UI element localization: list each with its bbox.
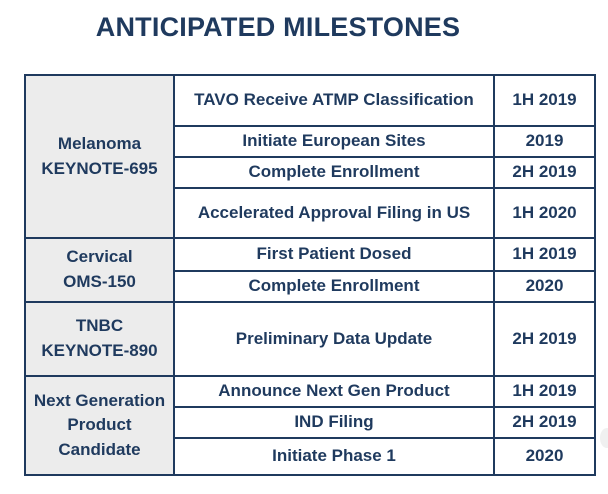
milestone-event: Preliminary Data Update bbox=[173, 301, 495, 377]
edge-decoration bbox=[600, 428, 608, 448]
milestone-date: 1H 2020 bbox=[493, 187, 596, 239]
table-row: Cervical OMS-150 First Patient Dosed 1H … bbox=[24, 237, 596, 303]
program-label-line: TNBC bbox=[75, 316, 124, 336]
table-row: Initiate European Sites 2019 bbox=[25, 125, 596, 158]
program-label-line: Melanoma bbox=[57, 133, 142, 153]
table-row: Complete Enrollment 2H 2019 bbox=[25, 156, 596, 189]
table-row: Next Generation Product Candidate Announ… bbox=[24, 375, 596, 476]
milestone-event: Initiate Phase 1 bbox=[173, 437, 495, 476]
table-row: IND Filing 2H 2019 bbox=[25, 406, 596, 439]
program-cell-tnbc: TNBC KEYNOTE-890 bbox=[24, 301, 175, 377]
milestone-event: Complete Enrollment bbox=[173, 270, 495, 303]
program-label-line: KEYNOTE-890 bbox=[41, 341, 158, 360]
milestone-date: 2019 bbox=[493, 125, 596, 158]
program-label-line: Product bbox=[67, 415, 132, 435]
milestone-event: Initiate European Sites bbox=[173, 125, 495, 158]
milestone-date: 2H 2019 bbox=[493, 301, 596, 377]
table-row: Initiate Phase 1 2020 bbox=[25, 437, 596, 476]
milestone-event: TAVO Receive ATMP Classification bbox=[173, 74, 495, 127]
table-row: Complete Enrollment 2020 bbox=[25, 270, 596, 303]
milestone-event: Accelerated Approval Filing in US bbox=[173, 187, 495, 239]
milestones-table: Melanoma KEYNOTE-695 TAVO Receive ATMP C… bbox=[24, 74, 596, 476]
program-label-line: KEYNOTE-695 bbox=[41, 158, 158, 178]
program-cell-cervical: Cervical OMS-150 bbox=[24, 237, 175, 303]
milestone-date: 1H 2019 bbox=[493, 237, 596, 272]
milestone-event: IND Filing bbox=[173, 406, 495, 439]
program-label-line: Next Generation bbox=[33, 390, 166, 410]
milestone-date: 2H 2019 bbox=[493, 406, 596, 439]
program-label-line: Candidate bbox=[58, 439, 141, 459]
table-row: TNBC KEYNOTE-890 Preliminary Data Update… bbox=[24, 301, 596, 377]
milestone-date: 2020 bbox=[493, 270, 596, 303]
milestone-event: Announce Next Gen Product bbox=[173, 375, 495, 408]
table-row: Melanoma KEYNOTE-695 TAVO Receive ATMP C… bbox=[24, 74, 596, 239]
milestone-date: 1H 2019 bbox=[493, 375, 596, 408]
milestone-event: Complete Enrollment bbox=[173, 156, 495, 189]
program-label-line: OMS-150 bbox=[63, 272, 136, 291]
program-label-line: Cervical bbox=[66, 247, 133, 267]
milestone-date: 2H 2019 bbox=[493, 156, 596, 189]
milestone-event: First Patient Dosed bbox=[173, 237, 495, 272]
program-cell-next-generation: Next Generation Product Candidate bbox=[24, 375, 175, 476]
program-cell-melanoma: Melanoma KEYNOTE-695 bbox=[24, 74, 175, 239]
milestone-date: 1H 2019 bbox=[493, 74, 596, 127]
milestone-date: 2020 bbox=[493, 437, 596, 476]
page-title: ANTICIPATED MILESTONES bbox=[95, 12, 461, 42]
table-row: Accelerated Approval Filing in US 1H 202… bbox=[25, 187, 596, 239]
